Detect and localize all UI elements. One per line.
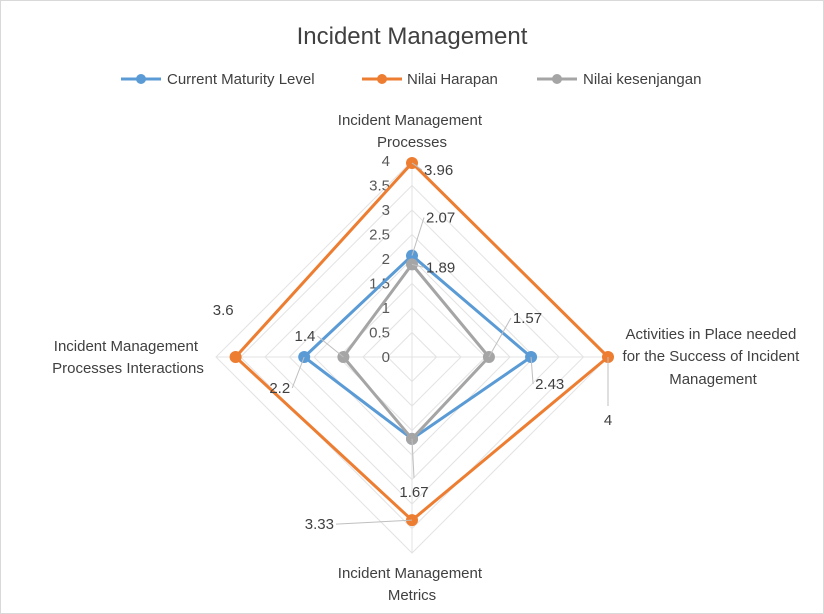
legend-marker-gap (552, 74, 562, 84)
data-label-harapan-interactions: 3.6 (213, 302, 234, 319)
tick-label: 1 (382, 300, 390, 317)
leader-gap-processes (411, 263, 425, 268)
axis-label-interactions: Incident Management Processes Interactio… (52, 338, 204, 377)
data-label-leaders (291, 162, 609, 525)
radar-tick-labels: 00.511.522.533.54 (369, 153, 390, 366)
legend-label-harapan: Nilai Harapan (407, 71, 498, 88)
tick-label: 0.5 (369, 325, 390, 342)
data-label-gap-activities: 1.57 (513, 310, 542, 327)
data-label-harapan-metrics: 3.33 (305, 516, 334, 533)
data-label-harapan-activities: 4 (604, 412, 612, 429)
data-label-gap-metrics: 1.67 (399, 484, 428, 501)
tick-label: 0 (382, 349, 390, 366)
legend-marker-harapan (377, 74, 387, 84)
tick-label: 2.5 (369, 227, 390, 244)
data-labels: 3.96 2.07 1.89 1.57 2.43 4 1.67 3.33 3.6 1.4 2.2 (213, 162, 612, 533)
leader-gap-interactions (317, 335, 344, 358)
data-label-current-processes: 2.07 (426, 210, 455, 227)
legend-label-gap: Nilai kesenjangan (583, 71, 701, 88)
axis-label-activities: Activities in Place needed for the Succe… (623, 326, 804, 388)
leader-current-interactions (291, 356, 305, 389)
series-line-gap (341, 262, 491, 441)
leader-gap-metrics (411, 438, 415, 478)
legend-item-harapan: Nilai Harapan (362, 71, 498, 88)
data-label-current-interactions: 2.2 (269, 380, 290, 397)
leader-harapan-processes (411, 162, 423, 171)
data-label-current-activities: 2.43 (535, 376, 564, 393)
leader-current-activities (530, 356, 534, 385)
series-line-harapan (234, 161, 610, 522)
radar-series (229, 156, 614, 527)
legend-item-gap: Nilai kesenjangan (537, 71, 701, 88)
tick-label: 3 (382, 202, 390, 219)
data-label-gap-processes: 1.89 (426, 259, 455, 276)
legend-marker-current (136, 74, 146, 84)
legend-item-current: Current Maturity Level (121, 71, 315, 88)
tick-label: 2 (382, 251, 390, 268)
tick-label: 4 (382, 153, 390, 170)
leader-gap-activities (488, 317, 512, 358)
tick-label: 3.5 (369, 178, 390, 195)
marker-harapan-interactions (229, 351, 242, 363)
legend: Current Maturity Level Nilai Harapan Nil… (121, 71, 701, 88)
chart-title: Incident Management (297, 23, 528, 50)
series-line-current (302, 254, 533, 441)
leader-current-processes (411, 217, 425, 256)
leader-harapan-metrics (335, 519, 413, 525)
data-label-harapan-processes: 3.96 (424, 162, 453, 179)
data-label-gap-interactions: 1.4 (295, 328, 316, 345)
axis-label-processes: Incident Management Processes (338, 112, 486, 151)
axis-label-metrics: Incident Management Metrics (338, 565, 486, 604)
legend-label-current: Current Maturity Level (167, 71, 315, 88)
